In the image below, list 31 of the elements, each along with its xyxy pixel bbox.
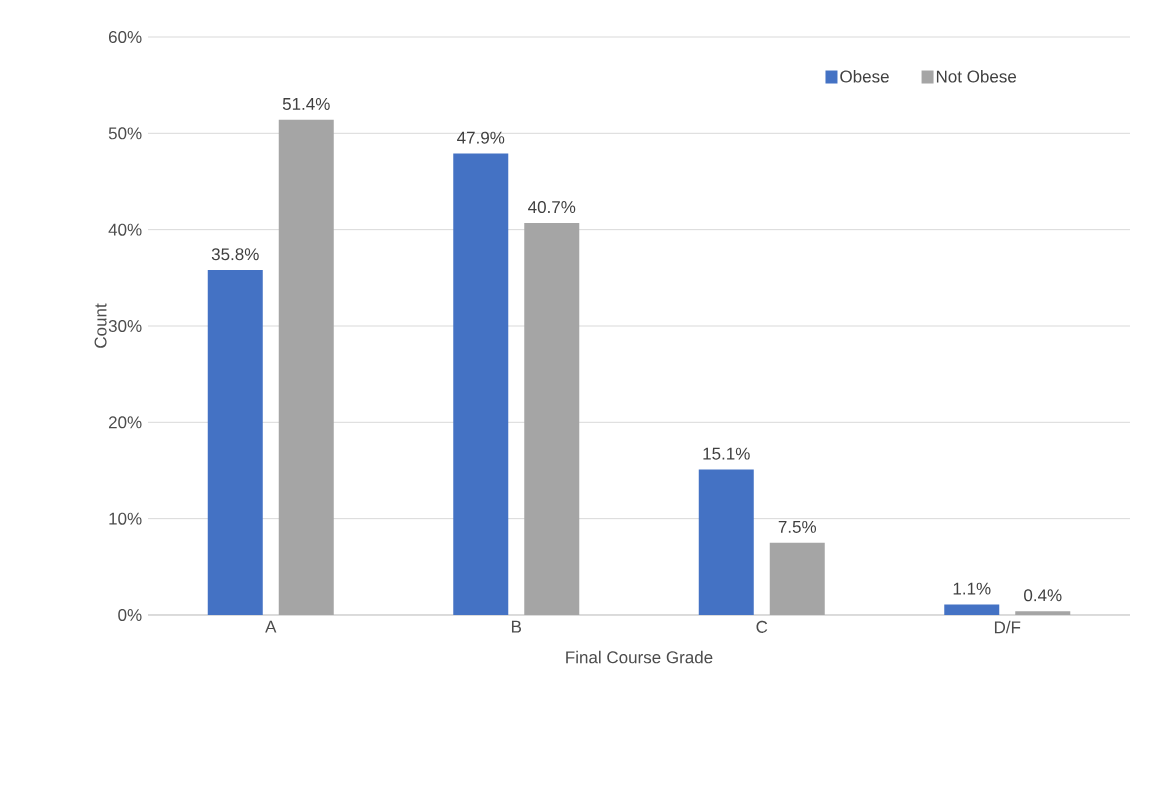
x-tick-label: A bbox=[265, 620, 277, 633]
data-label: 15.1% bbox=[703, 447, 750, 460]
bar bbox=[453, 153, 509, 615]
data-label: 51.4% bbox=[282, 98, 330, 110]
bar bbox=[278, 119, 334, 615]
data-label: 47.9% bbox=[457, 131, 505, 144]
legend-label: Obese bbox=[840, 70, 889, 83]
x-axis-title: Final Course Grade bbox=[566, 650, 713, 664]
data-label: 1.1% bbox=[953, 582, 991, 595]
y-tick-label: 10% bbox=[109, 512, 142, 525]
y-tick-label: 50% bbox=[108, 127, 142, 140]
data-label: 7.5% bbox=[778, 520, 817, 533]
legend-label: Not Obese bbox=[936, 70, 1017, 83]
y-tick-label: 30% bbox=[108, 319, 142, 333]
x-tick-label: D/F bbox=[994, 620, 1021, 634]
x-tick-label: B bbox=[511, 620, 522, 633]
y-axis-title: Count bbox=[94, 303, 107, 348]
y-tick-label: 0% bbox=[118, 608, 142, 622]
data-label: 0.4% bbox=[1024, 589, 1062, 602]
data-label: 40.7% bbox=[528, 201, 576, 214]
bar bbox=[1015, 611, 1071, 615]
bar bbox=[207, 270, 263, 615]
bar bbox=[698, 469, 754, 615]
y-tick-label: 60% bbox=[108, 30, 142, 44]
y-tick-label: 40% bbox=[108, 223, 142, 236]
bar bbox=[944, 604, 1000, 615]
x-tick-label: C bbox=[756, 620, 768, 633]
bar bbox=[524, 222, 580, 615]
bar bbox=[769, 542, 825, 615]
y-tick-label: 20% bbox=[108, 416, 142, 429]
data-label: 35.8% bbox=[211, 248, 259, 261]
